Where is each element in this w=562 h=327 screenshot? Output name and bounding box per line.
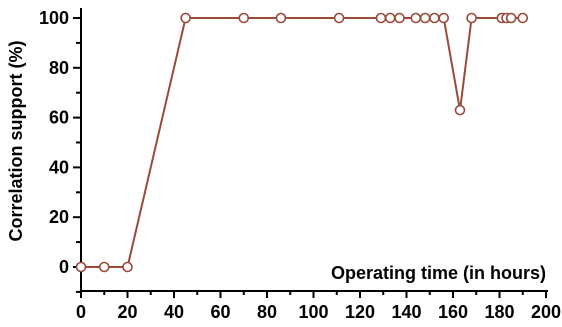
y-tick-label: 80	[49, 58, 69, 78]
data-point	[466, 12, 477, 24]
x-tick-label: 160	[438, 302, 468, 322]
series-line	[75, 12, 529, 273]
data-point	[438, 12, 450, 24]
data-point	[98, 261, 110, 273]
x-tick-label: 40	[164, 302, 184, 322]
x-axis: 0 20 40 60 80 100 120 140 160 180 200	[76, 290, 561, 322]
x-tick-label: 120	[345, 302, 375, 322]
data-point	[505, 12, 517, 24]
data-point	[410, 12, 422, 24]
data-point	[517, 12, 529, 24]
x-tick-label: 80	[257, 302, 277, 322]
data-point	[419, 12, 431, 24]
data-point	[429, 12, 440, 24]
data-point	[122, 261, 133, 273]
y-axis: 0 20 40 60 80 100	[39, 8, 82, 293]
data-point	[275, 12, 287, 24]
data-point	[180, 12, 191, 24]
data-point	[238, 12, 250, 24]
y-tick-label: 20	[49, 207, 69, 227]
data-point	[333, 12, 345, 24]
x-tick-label: 200	[531, 302, 561, 322]
x-tick-label: 180	[484, 302, 514, 322]
data-point	[394, 12, 405, 24]
y-tick-label: 40	[49, 157, 69, 177]
y-tick-label: 0	[59, 257, 69, 277]
x-axis-title: Operating time (in hours)	[331, 263, 546, 283]
x-tick-label: 0	[76, 302, 86, 322]
series-line-path	[81, 17, 523, 268]
x-tick-label: 20	[117, 302, 137, 322]
data-point	[75, 261, 87, 273]
data-point	[384, 12, 396, 24]
y-axis-title: Correlation support (%)	[6, 40, 26, 241]
x-tick-label: 100	[298, 302, 328, 322]
x-tick-label: 60	[210, 302, 230, 322]
data-point	[375, 12, 387, 24]
y-tick-label: 100	[39, 8, 69, 28]
x-tick-label: 140	[391, 302, 421, 322]
data-point	[454, 104, 466, 116]
y-tick-label: 60	[49, 108, 69, 128]
